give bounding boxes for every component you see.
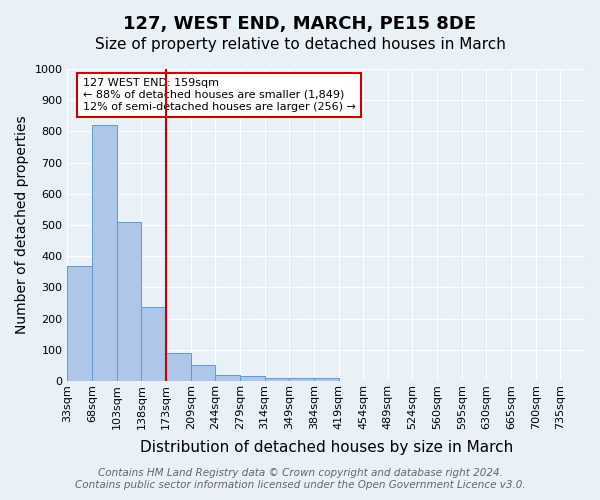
Bar xyxy=(92,125,117,381)
X-axis label: Distribution of detached houses by size in March: Distribution of detached houses by size … xyxy=(140,440,513,455)
Text: 127 WEST END: 159sqm
← 88% of detached houses are smaller (1,849)
12% of semi-de: 127 WEST END: 159sqm ← 88% of detached h… xyxy=(83,78,356,112)
Text: Size of property relative to detached houses in March: Size of property relative to detached ho… xyxy=(95,38,505,52)
Bar xyxy=(265,378,289,381)
Bar xyxy=(191,366,215,381)
Bar xyxy=(67,266,92,381)
Text: 127, WEST END, MARCH, PE15 8DE: 127, WEST END, MARCH, PE15 8DE xyxy=(124,15,476,33)
Y-axis label: Number of detached properties: Number of detached properties xyxy=(15,116,29,334)
Bar xyxy=(215,374,240,381)
Bar xyxy=(166,353,191,381)
Bar xyxy=(117,222,142,381)
Bar xyxy=(314,378,338,381)
Bar xyxy=(240,376,265,381)
Bar xyxy=(289,378,314,381)
Text: Contains HM Land Registry data © Crown copyright and database right 2024.
Contai: Contains HM Land Registry data © Crown c… xyxy=(74,468,526,490)
Bar xyxy=(142,307,166,381)
